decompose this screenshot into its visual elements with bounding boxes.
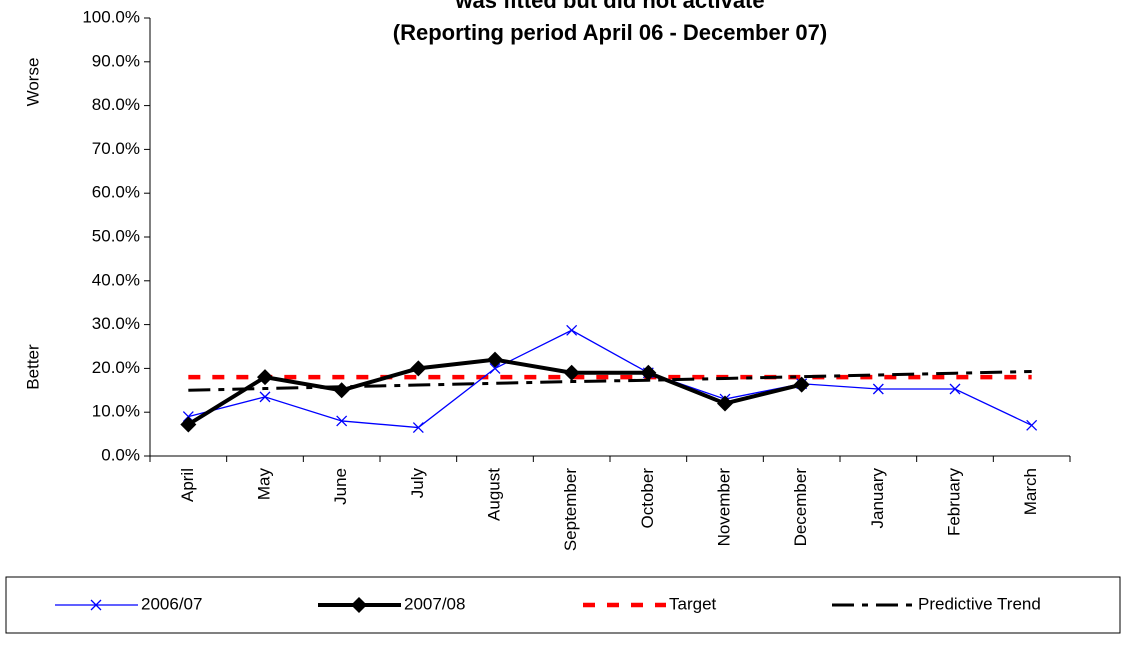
y-tick-label: 90.0%	[92, 51, 140, 70]
x-tick-label: November	[714, 468, 733, 547]
y-tick-label: 70.0%	[92, 139, 140, 158]
marker	[257, 369, 273, 386]
series-line	[187, 357, 803, 427]
chart-title: was fitted but did not activate	[454, 0, 764, 13]
marker	[1026, 419, 1038, 431]
marker	[489, 362, 501, 374]
marker	[640, 364, 657, 381]
y-tick-label: 40.0%	[92, 270, 140, 289]
marker	[412, 422, 424, 433]
y-tick-label: 10.0%	[92, 402, 140, 421]
y-tick-label: 0.0%	[101, 445, 140, 464]
marker	[410, 360, 427, 377]
legend-box	[5, 576, 1121, 634]
marker	[793, 376, 810, 393]
x-tick-label: July	[408, 468, 427, 499]
marker	[90, 599, 102, 611]
marker	[949, 383, 961, 395]
marker	[487, 351, 503, 368]
marker	[351, 597, 367, 613]
y-tick-label: 30.0%	[92, 314, 140, 333]
y-tick-label: 80.0%	[92, 95, 140, 114]
y-tick-label: 20.0%	[92, 358, 140, 377]
marker	[717, 395, 733, 412]
marker	[180, 416, 197, 433]
y-tick-label: 50.0%	[92, 226, 140, 245]
legend-label: 2007/08	[404, 594, 465, 613]
chart-subtitle: (Reporting period April 06 - December 07…	[393, 20, 827, 45]
worse-label: Worse	[23, 58, 42, 107]
x-tick-label: February	[944, 468, 963, 537]
x-tick-label: March	[1021, 468, 1040, 515]
x-tick-label: December	[791, 468, 810, 547]
marker	[872, 383, 884, 395]
x-tick-label: September	[561, 468, 580, 551]
y-tick-label: 100.0%	[82, 7, 140, 26]
series-line	[188, 329, 1032, 429]
better-label: Better	[23, 344, 42, 390]
x-tick-label: May	[254, 468, 273, 501]
marker	[566, 324, 578, 336]
x-tick-label: April	[178, 468, 197, 502]
legend-label: 2006/07	[141, 594, 202, 613]
x-tick-label: August	[484, 468, 503, 521]
x-tick-label: June	[331, 468, 350, 505]
x-tick-label: October	[638, 468, 657, 529]
y-tick-label: 60.0%	[92, 183, 140, 202]
x-tick-label: January	[868, 468, 887, 529]
legend-label: Predictive Trend	[918, 594, 1041, 613]
marker	[259, 391, 271, 403]
marker	[563, 364, 580, 381]
marker	[333, 382, 350, 399]
marker	[336, 415, 348, 427]
legend-label: Target	[669, 594, 717, 613]
